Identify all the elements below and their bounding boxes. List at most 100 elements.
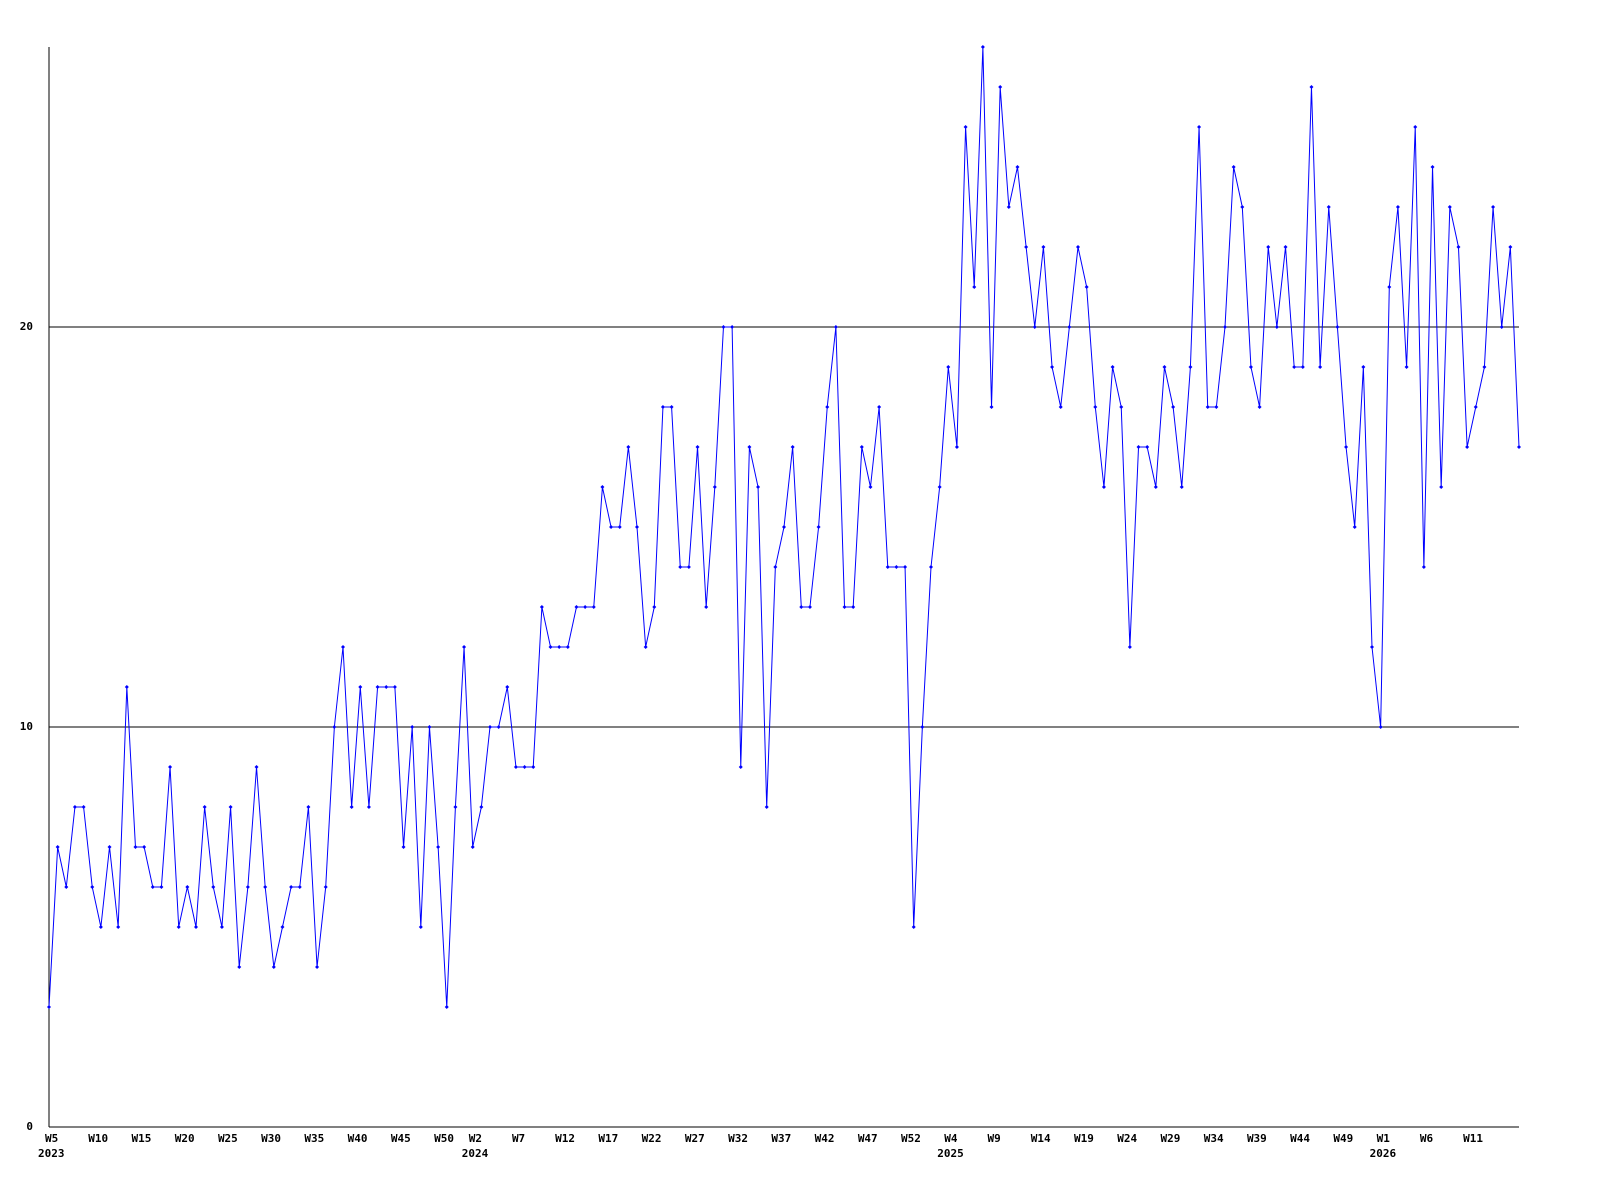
x-tick-label: W50	[434, 1132, 454, 1145]
data-point	[159, 885, 164, 889]
data-point	[219, 925, 224, 929]
data-point	[946, 365, 951, 369]
data-point	[686, 565, 691, 569]
data-point	[254, 765, 259, 769]
x-tick-label: W37	[771, 1132, 791, 1145]
data-point	[842, 605, 847, 609]
data-point	[401, 845, 406, 849]
data-point	[366, 805, 371, 809]
data-point	[72, 805, 77, 809]
data-point	[505, 685, 510, 689]
data-point	[1274, 325, 1279, 329]
data-point	[237, 965, 242, 969]
data-point	[548, 645, 553, 649]
data-point	[1024, 245, 1029, 249]
data-point	[626, 445, 631, 449]
data-point	[635, 525, 639, 529]
data-point	[1404, 365, 1409, 369]
data-point	[600, 485, 605, 489]
data-point	[47, 1005, 51, 1009]
data-point	[738, 765, 743, 769]
x-tick-label: W35	[304, 1132, 324, 1145]
x-tick-label: W22	[642, 1132, 662, 1145]
data-point	[1145, 445, 1150, 449]
data-point	[1015, 165, 1020, 169]
data-point	[436, 845, 441, 849]
x-tick-label: W15	[131, 1132, 151, 1145]
data-point	[1171, 405, 1176, 409]
data-point	[1162, 365, 1167, 369]
data-point	[643, 645, 648, 649]
data-point	[980, 45, 985, 49]
y-tick-label: 10	[20, 720, 33, 733]
data-point	[1430, 165, 1435, 169]
data-point	[799, 605, 804, 609]
data-point	[730, 325, 735, 329]
data-point	[358, 685, 363, 689]
data-point	[1352, 525, 1357, 529]
data-point	[142, 845, 147, 849]
data-point	[1361, 365, 1366, 369]
x-tick-label: W44	[1290, 1132, 1310, 1145]
data-point	[462, 645, 467, 649]
data-point	[678, 565, 683, 569]
year-label: 2024	[462, 1147, 489, 1160]
data-point	[747, 445, 752, 449]
x-tick-label: W1	[1377, 1132, 1391, 1145]
data-point	[1110, 365, 1115, 369]
data-point	[859, 445, 864, 449]
data-point	[332, 725, 337, 729]
data-point	[1517, 445, 1521, 449]
x-tick-label: W25	[218, 1132, 238, 1145]
data-point	[1076, 245, 1080, 249]
data-point	[315, 965, 320, 969]
data-point	[341, 645, 345, 649]
data-point	[1283, 245, 1288, 249]
data-point	[1447, 205, 1452, 209]
data-point	[194, 925, 198, 929]
data-point	[1067, 325, 1072, 329]
data-point	[1300, 365, 1305, 369]
data-point	[1214, 405, 1219, 409]
x-tick-label: W7	[512, 1132, 525, 1145]
data-point	[652, 605, 657, 609]
data-point	[695, 445, 700, 449]
data-point	[1240, 205, 1245, 209]
data-point	[1508, 245, 1513, 249]
data-point	[1127, 645, 1132, 649]
data-point	[712, 485, 717, 489]
data-point	[574, 605, 579, 609]
data-point	[1456, 245, 1461, 249]
data-point	[1309, 85, 1314, 89]
x-tick-label: W9	[988, 1132, 1001, 1145]
x-tick-label: W39	[1247, 1132, 1267, 1145]
data-point	[911, 925, 916, 929]
year-label: 2025	[937, 1147, 964, 1160]
data-point	[1032, 325, 1037, 329]
data-point	[1006, 205, 1011, 209]
data-point	[323, 885, 328, 889]
data-point	[773, 565, 778, 569]
data-point	[721, 325, 726, 329]
x-tick-label: W52	[901, 1132, 921, 1145]
data-point	[591, 605, 596, 609]
data-point	[124, 685, 129, 689]
data-point	[903, 565, 908, 569]
data-point	[202, 805, 207, 809]
data-point	[954, 445, 959, 449]
data-point	[877, 405, 882, 409]
data-point	[989, 405, 994, 409]
x-tick-label: W12	[555, 1132, 575, 1145]
data-point	[522, 765, 527, 769]
data-point	[1344, 445, 1349, 449]
data-point	[1153, 485, 1158, 489]
data-point	[1482, 365, 1487, 369]
data-point	[280, 925, 285, 929]
data-point	[1050, 365, 1055, 369]
y-tick-label: 20	[20, 320, 33, 333]
data-point	[609, 525, 614, 529]
x-tick-label: W29	[1160, 1132, 1180, 1145]
data-point	[1058, 405, 1063, 409]
data-point	[1439, 485, 1444, 489]
data-point	[479, 805, 484, 809]
